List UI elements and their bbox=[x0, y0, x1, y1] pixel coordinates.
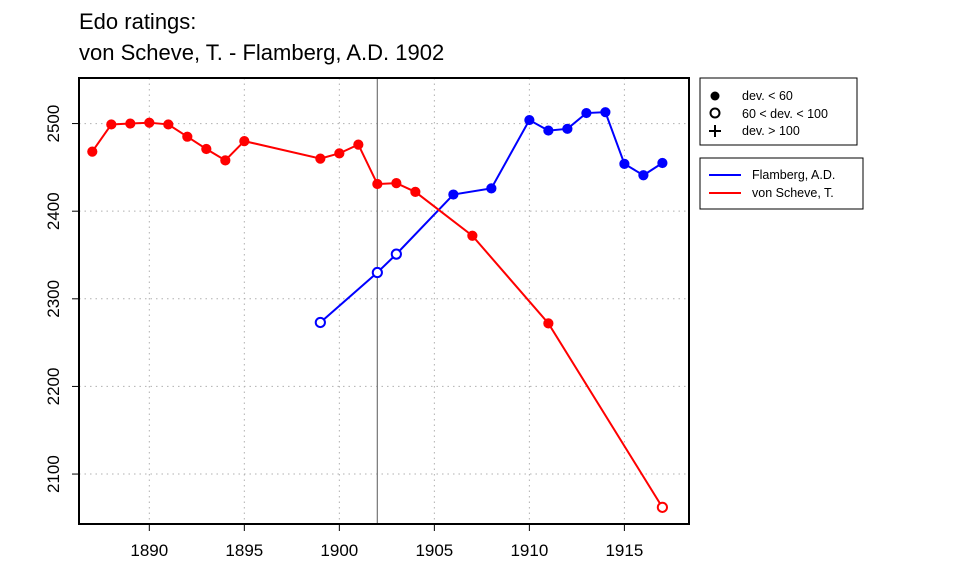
data-point-0-1914 bbox=[600, 107, 611, 118]
data-point-0-1912 bbox=[562, 123, 573, 134]
data-point-1-1904 bbox=[410, 186, 421, 198]
legend-dev-gt-100: dev. > 100 bbox=[742, 124, 800, 138]
data-point-0-1908 bbox=[486, 183, 497, 194]
data-point-1-1895 bbox=[239, 135, 250, 147]
series-0 bbox=[314, 107, 668, 329]
series-line-0 bbox=[319, 111, 663, 324]
legend-scheve-label: von Scheve, T. bbox=[752, 186, 834, 200]
legend-filled-circle-icon bbox=[710, 91, 720, 101]
x-tick-label-1900: 1900 bbox=[320, 541, 358, 560]
data-point-1-1917 bbox=[656, 501, 668, 513]
data-point-0-1916 bbox=[638, 170, 649, 181]
data-point-0-1906 bbox=[448, 189, 459, 200]
y-tick-label-2200: 2200 bbox=[44, 368, 63, 406]
data-point-1-1889 bbox=[125, 118, 136, 129]
data-point-1-1900 bbox=[334, 148, 345, 159]
data-point-1-1902 bbox=[372, 178, 383, 190]
data-point-1-1888 bbox=[106, 119, 117, 130]
y-tick-label-2300: 2300 bbox=[44, 280, 63, 318]
data-point-0-1903 bbox=[390, 248, 402, 260]
x-axis: 1890 1895 1900 1905 1910 1915 bbox=[130, 523, 643, 560]
chart-title-line2: von Scheve, T. - Flamberg, A.D. 1902 bbox=[79, 40, 444, 65]
plot-frame bbox=[78, 77, 690, 525]
legend-dev-60-100: 60 < dev. < 100 bbox=[742, 107, 828, 121]
legend-open-circle-icon bbox=[709, 107, 721, 119]
x-tick-label-1915: 1915 bbox=[605, 541, 643, 560]
y-tick-label-2400: 2400 bbox=[44, 192, 63, 230]
data-point-0-1915 bbox=[619, 158, 630, 169]
data-point-0-1902 bbox=[371, 266, 383, 279]
data-point-0-1913 bbox=[581, 107, 592, 119]
series-legend-box bbox=[699, 157, 864, 210]
data-point-0-1899 bbox=[314, 316, 326, 329]
data-point-1-1891 bbox=[163, 119, 174, 130]
x-tick-label-1910: 1910 bbox=[510, 541, 548, 560]
series-legend: Flamberg, A.D. von Scheve, T. bbox=[699, 157, 864, 210]
data-point-1-1894 bbox=[220, 155, 231, 166]
series-layer bbox=[87, 107, 668, 513]
data-point-1-1911 bbox=[543, 318, 554, 329]
data-point-1-1901 bbox=[353, 139, 364, 150]
data-point-0-1911 bbox=[543, 125, 554, 136]
data-point-1-1899 bbox=[315, 153, 326, 164]
data-point-1-1892 bbox=[182, 131, 193, 142]
data-point-1-1887 bbox=[87, 146, 98, 157]
data-point-0-1917 bbox=[657, 157, 668, 169]
x-tick-label-1905: 1905 bbox=[415, 541, 453, 560]
data-point-1-1890 bbox=[144, 117, 155, 128]
legend-dev-lt-60: dev. < 60 bbox=[742, 89, 793, 103]
data-point-1-1907 bbox=[467, 230, 478, 241]
y-axis: 2100 2200 2300 2400 2500 bbox=[44, 105, 80, 493]
chart-title-line1: Edo ratings: bbox=[79, 9, 196, 34]
y-tick-label-2500: 2500 bbox=[44, 105, 63, 143]
series-1 bbox=[87, 117, 668, 513]
legend-plus-icon bbox=[709, 125, 721, 137]
marker-legend-box bbox=[699, 77, 858, 146]
x-tick-label-1895: 1895 bbox=[225, 541, 263, 560]
data-point-1-1893 bbox=[201, 143, 212, 155]
x-tick-label-1890: 1890 bbox=[130, 541, 168, 560]
grid-lines bbox=[79, 78, 689, 524]
marker-legend: dev. < 60 60 < dev. < 100 dev. > 100 bbox=[699, 77, 858, 146]
data-point-0-1910 bbox=[524, 114, 535, 126]
data-point-1-1903 bbox=[391, 178, 402, 189]
legend-flamberg-label: Flamberg, A.D. bbox=[752, 168, 835, 182]
y-tick-label-2100: 2100 bbox=[44, 455, 63, 493]
